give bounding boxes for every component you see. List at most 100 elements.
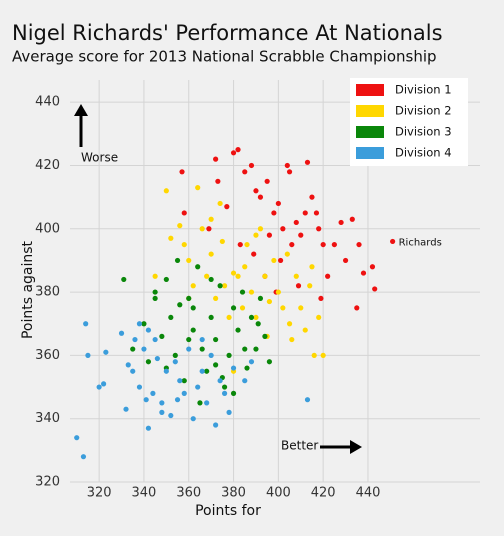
point xyxy=(235,327,241,333)
point xyxy=(230,150,237,156)
point xyxy=(168,314,174,321)
x-tick-label: 380 xyxy=(221,486,246,501)
point xyxy=(168,412,174,419)
point xyxy=(325,273,331,279)
point xyxy=(159,333,165,339)
point xyxy=(320,241,326,248)
point xyxy=(304,159,311,165)
point xyxy=(190,305,196,311)
point xyxy=(286,169,293,175)
point xyxy=(199,336,205,343)
legend-label: Division 1 xyxy=(395,83,452,97)
point xyxy=(248,359,255,365)
point xyxy=(318,295,324,302)
point xyxy=(177,378,183,384)
point xyxy=(248,162,255,169)
point xyxy=(96,384,102,390)
point xyxy=(152,295,158,302)
point xyxy=(174,397,181,403)
point xyxy=(125,362,131,368)
point xyxy=(85,352,91,358)
point xyxy=(152,273,158,279)
point xyxy=(237,241,243,248)
point xyxy=(130,368,136,374)
point xyxy=(248,289,255,295)
point xyxy=(242,378,248,384)
point xyxy=(311,352,317,358)
point xyxy=(208,216,214,222)
point xyxy=(251,251,257,257)
point xyxy=(195,185,201,191)
point xyxy=(221,390,228,396)
point xyxy=(293,219,299,226)
point xyxy=(168,235,174,241)
point xyxy=(284,251,290,257)
point xyxy=(266,298,272,305)
point xyxy=(163,188,169,194)
point xyxy=(143,397,149,403)
point xyxy=(206,226,212,232)
point xyxy=(226,409,232,415)
point xyxy=(101,381,107,387)
point xyxy=(213,336,219,343)
legend-label: Division 2 xyxy=(395,104,452,118)
point xyxy=(242,169,248,175)
point xyxy=(132,336,138,343)
point xyxy=(316,226,322,232)
point xyxy=(309,264,315,270)
point xyxy=(179,169,185,175)
point xyxy=(271,257,277,264)
point xyxy=(199,346,205,352)
point xyxy=(80,454,87,460)
x-tick-label: 340 xyxy=(132,486,157,501)
point xyxy=(174,257,181,264)
legend-swatch xyxy=(356,84,384,96)
point xyxy=(217,378,223,384)
point xyxy=(289,241,295,248)
x-axis-label: Points for xyxy=(195,503,261,519)
point xyxy=(190,416,196,422)
point xyxy=(121,276,127,283)
point xyxy=(213,295,219,302)
point xyxy=(199,226,205,232)
arrow-head xyxy=(350,440,362,454)
y-tick-label: 420 xyxy=(35,158,60,173)
point xyxy=(235,147,241,153)
x-tick-label: 440 xyxy=(356,486,381,501)
point xyxy=(83,321,89,327)
point xyxy=(320,352,326,358)
point xyxy=(280,226,286,232)
y-tick-label: 380 xyxy=(35,285,60,300)
annotation: Richards xyxy=(399,237,442,248)
y-tick-label: 360 xyxy=(35,348,60,363)
point xyxy=(226,352,232,358)
point xyxy=(230,270,237,276)
point xyxy=(342,257,349,264)
point xyxy=(230,365,237,371)
point xyxy=(154,355,160,362)
point xyxy=(262,333,268,339)
point xyxy=(266,359,272,365)
point xyxy=(248,314,255,321)
point xyxy=(181,210,187,216)
point xyxy=(145,425,152,431)
point xyxy=(204,273,210,279)
point xyxy=(213,362,219,368)
x-tick-label: 420 xyxy=(311,486,336,501)
point xyxy=(208,276,214,283)
point xyxy=(235,273,241,279)
legend-label: Division 3 xyxy=(395,125,452,139)
point xyxy=(181,390,187,396)
x-tick-label: 360 xyxy=(176,486,201,501)
x-tick-label: 400 xyxy=(266,486,291,501)
point xyxy=(349,216,355,222)
point xyxy=(224,204,230,210)
annotation: Worse xyxy=(81,151,118,165)
point xyxy=(208,314,214,321)
point xyxy=(172,352,178,358)
point xyxy=(213,156,219,162)
point xyxy=(262,273,268,279)
point xyxy=(145,327,152,333)
point xyxy=(242,346,248,352)
